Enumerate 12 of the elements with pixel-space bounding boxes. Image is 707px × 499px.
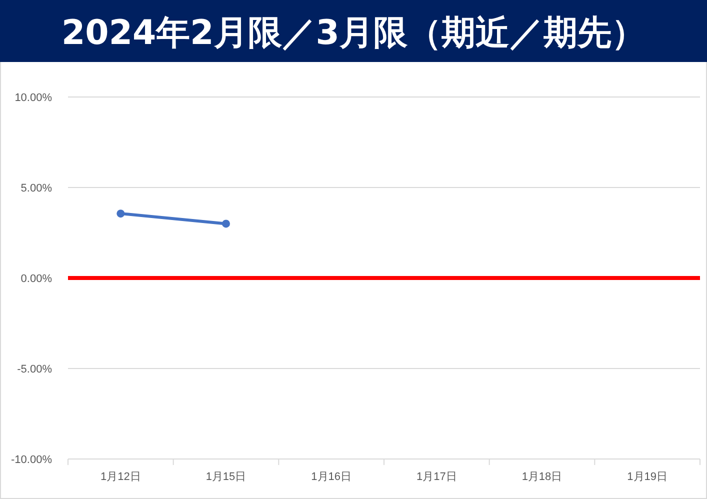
x-tick-label: 1月17日 bbox=[416, 471, 457, 483]
y-tick-label: 0.00% bbox=[20, 273, 52, 285]
chart-title: 2024年2月限／3月限（期近／期先） bbox=[62, 13, 646, 53]
x-tick-label: 1月15日 bbox=[206, 471, 246, 483]
y-tick-label: 10.00% bbox=[14, 92, 52, 104]
x-tick-label: 1月18日 bbox=[522, 471, 562, 483]
x-tick-label: 1月12日 bbox=[100, 471, 141, 483]
y-tick-label: -5.00% bbox=[17, 364, 52, 376]
x-tick-label: 1月19日 bbox=[627, 471, 668, 483]
y-tick-label: 5.00% bbox=[20, 182, 52, 194]
y-tick-label: -10.00% bbox=[11, 454, 52, 466]
x-tick-label: 1月16日 bbox=[311, 471, 352, 483]
